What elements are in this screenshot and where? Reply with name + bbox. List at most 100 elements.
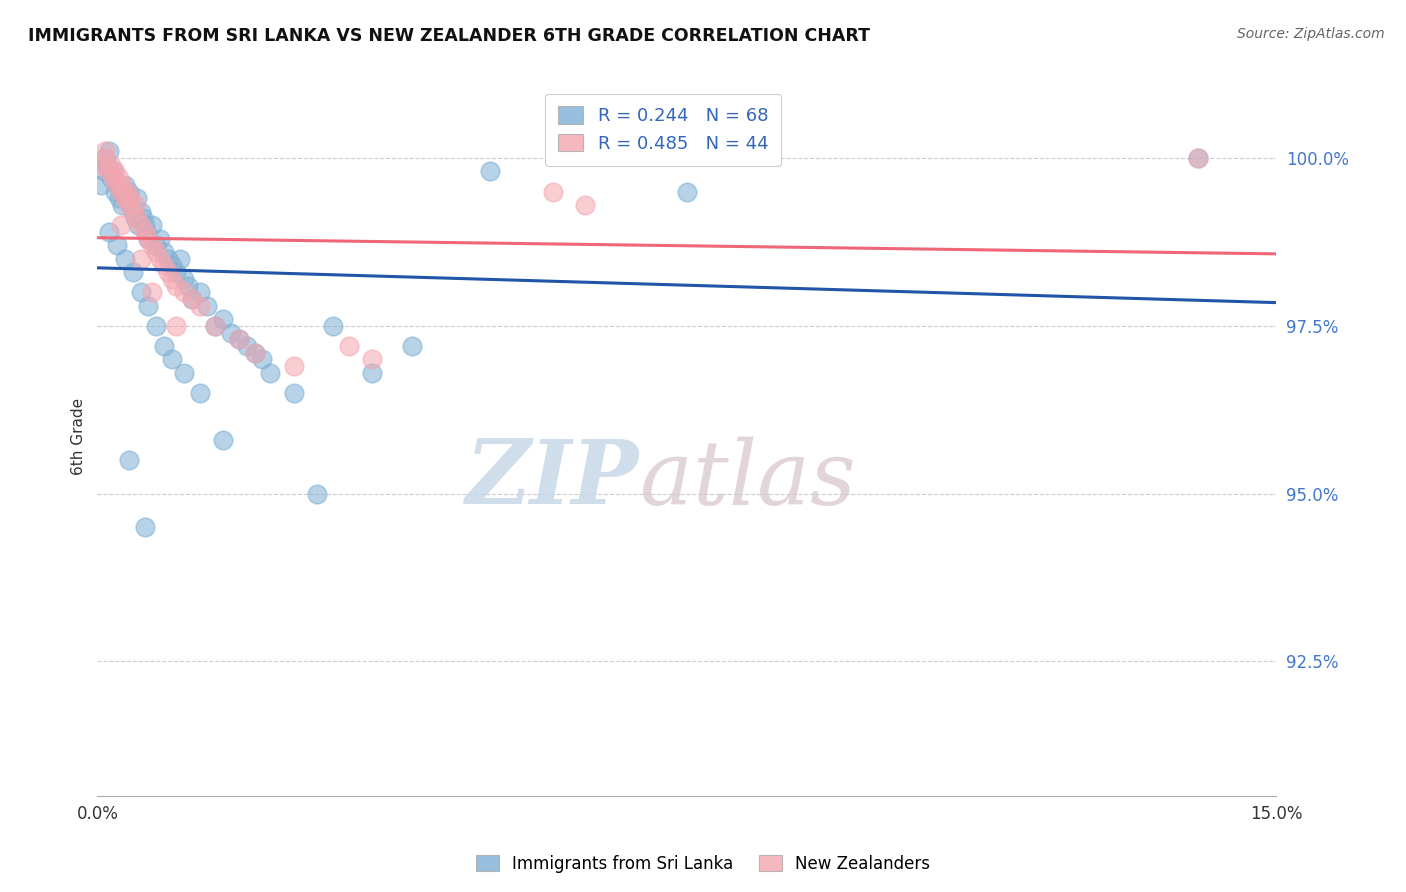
Point (165, 278, 187, 293)
Point (101, 164, 124, 178)
Point (98, 164, 121, 178)
Point (108, 171, 131, 186)
Point (118, 453, 141, 467)
Point (204, 318, 226, 333)
Point (149, 231, 172, 245)
Point (188, 299, 211, 313)
Point (90, 158, 112, 172)
Point (160, 272, 183, 286)
Point (127, 218, 149, 232)
Point (219, 326, 242, 340)
Point (110, 185, 132, 199)
Point (141, 238, 163, 252)
Point (114, 252, 136, 266)
Point (132, 211, 155, 226)
Point (259, 366, 281, 380)
Point (212, 312, 235, 326)
Point (94, 145, 117, 159)
Point (105, 178, 128, 192)
Point (165, 318, 187, 333)
Point (114, 191, 136, 205)
Point (134, 520, 156, 534)
Point (111, 198, 134, 212)
Point (104, 164, 127, 178)
Point (98, 145, 121, 159)
Point (90, 178, 112, 192)
Point (138, 299, 160, 313)
Point (1187, 151, 1209, 165)
Point (105, 178, 128, 192)
Point (283, 359, 305, 373)
Point (96, 158, 118, 172)
Point (110, 218, 132, 232)
Point (188, 386, 211, 401)
Point (138, 231, 160, 245)
Point (141, 218, 163, 232)
Point (124, 198, 146, 212)
Point (173, 366, 195, 380)
Point (228, 332, 250, 346)
Legend: R = 0.244   N = 68, R = 0.485   N = 44: R = 0.244 N = 68, R = 0.485 N = 44 (546, 94, 780, 166)
Point (337, 339, 360, 353)
Point (120, 198, 142, 212)
Point (115, 191, 138, 205)
Point (125, 211, 148, 226)
Point (675, 185, 697, 199)
Point (114, 178, 136, 192)
Point (134, 225, 156, 239)
Point (110, 185, 132, 199)
Point (120, 191, 142, 205)
Point (574, 198, 596, 212)
Point (100, 158, 122, 172)
Point (157, 265, 180, 279)
Point (1187, 151, 1209, 165)
Point (157, 252, 180, 266)
Point (173, 272, 195, 286)
Point (100, 171, 122, 186)
Point (145, 238, 167, 252)
Point (153, 244, 176, 259)
Point (121, 204, 143, 219)
Point (212, 433, 235, 447)
Text: IMMIGRANTS FROM SRI LANKA VS NEW ZEALANDER 6TH GRADE CORRELATION CHART: IMMIGRANTS FROM SRI LANKA VS NEW ZEALAND… (28, 27, 870, 45)
Point (235, 339, 257, 353)
Point (322, 318, 344, 333)
Point (129, 252, 152, 266)
Point (361, 366, 384, 380)
Point (243, 345, 266, 359)
Point (134, 218, 156, 232)
Point (124, 211, 146, 226)
Point (129, 204, 152, 219)
Point (129, 285, 152, 300)
Point (173, 285, 195, 300)
Point (138, 231, 160, 245)
Point (153, 339, 176, 353)
Point (479, 164, 502, 178)
Point (125, 191, 148, 205)
Point (141, 285, 163, 300)
Point (94, 151, 117, 165)
Point (121, 265, 143, 279)
Point (118, 185, 141, 199)
Point (204, 318, 226, 333)
Point (101, 171, 124, 186)
Point (121, 204, 143, 219)
Point (541, 185, 564, 199)
Point (180, 292, 202, 306)
Point (111, 178, 134, 192)
Point (115, 185, 138, 199)
Y-axis label: 6th Grade: 6th Grade (72, 398, 86, 475)
Point (145, 318, 167, 333)
Text: Source: ZipAtlas.com: Source: ZipAtlas.com (1237, 27, 1385, 41)
Legend: Immigrants from Sri Lanka, New Zealanders: Immigrants from Sri Lanka, New Zealander… (470, 848, 936, 880)
Point (252, 352, 274, 367)
Point (401, 339, 423, 353)
Point (160, 259, 183, 273)
Point (195, 299, 218, 313)
Point (98, 225, 121, 239)
Point (243, 345, 266, 359)
Text: atlas: atlas (640, 436, 855, 523)
Point (180, 292, 202, 306)
Point (149, 252, 172, 266)
Point (104, 185, 127, 199)
